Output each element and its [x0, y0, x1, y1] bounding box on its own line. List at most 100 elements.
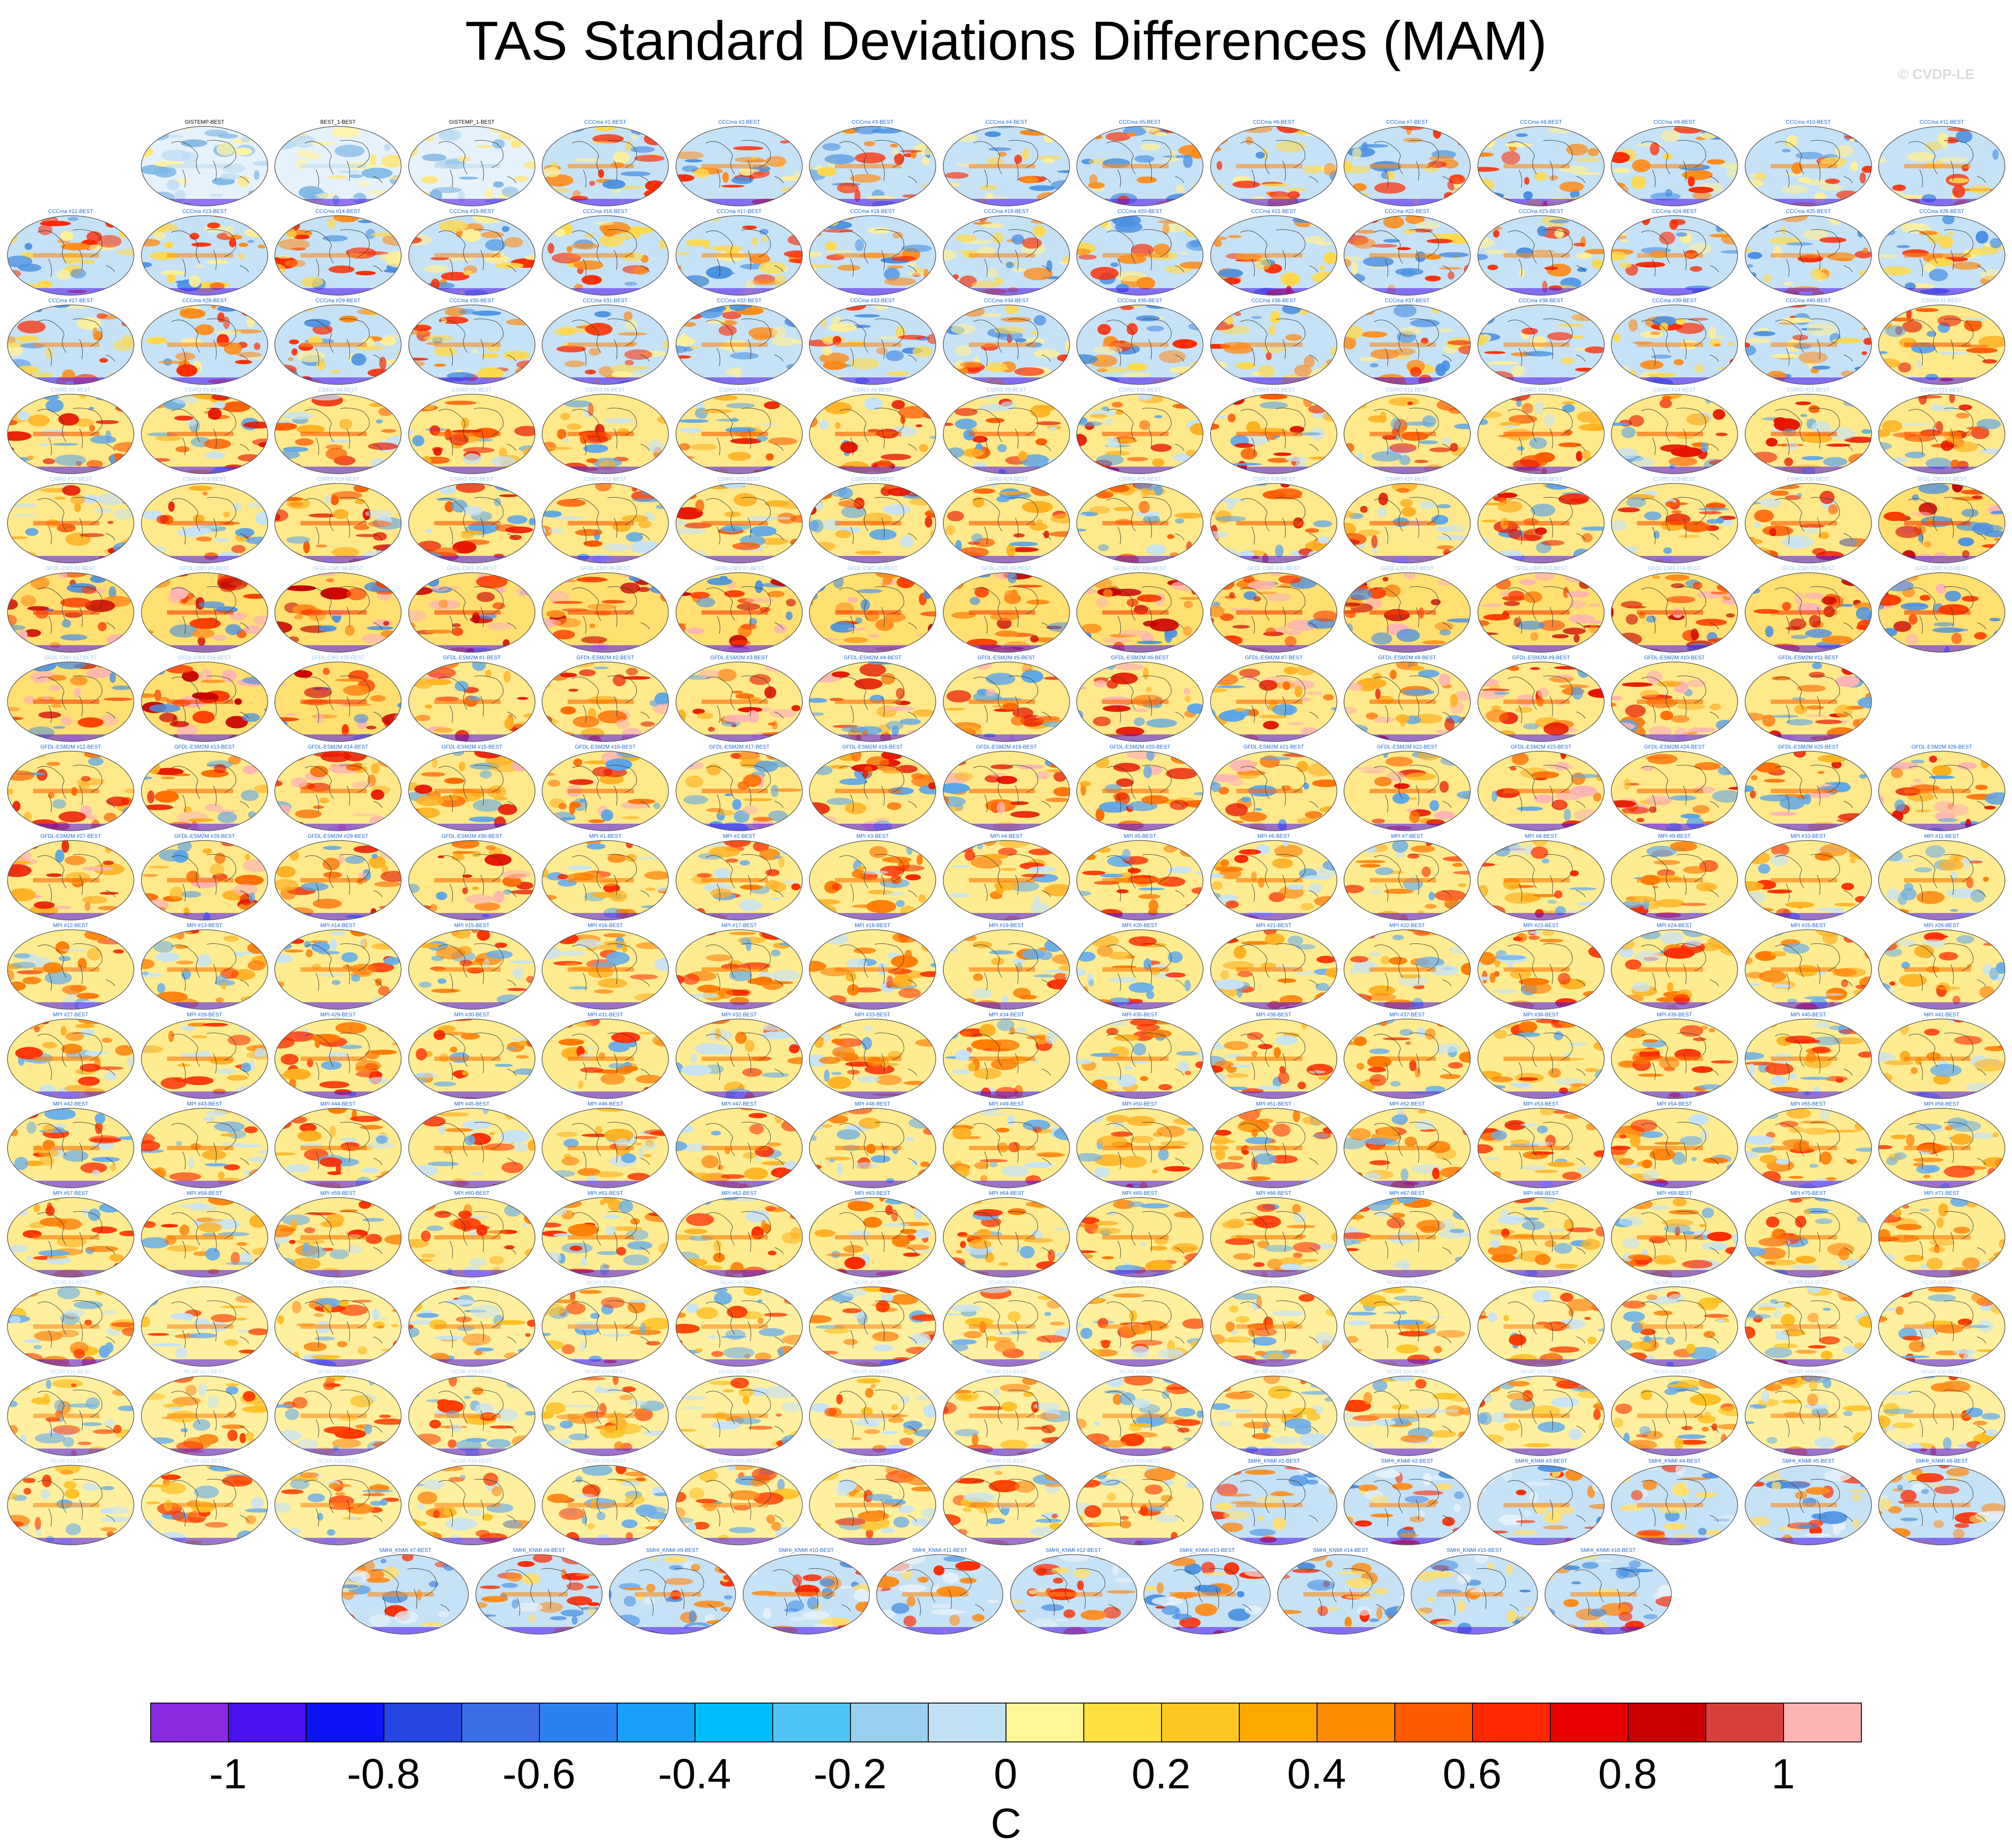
anomaly-patch [542, 546, 554, 552]
anomaly-patch [1543, 722, 1569, 736]
anomaly-patch [1808, 405, 1820, 413]
anomaly-patch [811, 373, 829, 380]
equatorial-band [1503, 432, 1570, 436]
anomaly-patch [1262, 490, 1286, 499]
anomaly-patch [1231, 463, 1262, 466]
anomaly-patch [1287, 191, 1300, 199]
anomaly-patch [542, 368, 549, 373]
anomaly-patch [847, 627, 867, 631]
anomaly-patch [1659, 322, 1668, 331]
equatorial-band [1637, 253, 1703, 258]
anomaly-patch [1484, 351, 1506, 354]
anomaly-patch [1798, 351, 1828, 364]
anomaly-patch [1559, 751, 1578, 753]
equatorial-band [167, 432, 233, 436]
anomaly-patch [735, 693, 755, 699]
anomaly-patch [1574, 172, 1601, 175]
anomaly-patch [881, 673, 895, 685]
anomaly-patch [822, 307, 829, 313]
anomaly-patch [1745, 290, 1757, 295]
anomaly-patch [441, 272, 470, 281]
globe-map [408, 572, 535, 653]
anomaly-patch [8, 888, 36, 901]
anomaly-patch [1815, 719, 1842, 724]
anomaly-patch [1953, 441, 1978, 452]
anomaly-patch [1146, 686, 1152, 693]
anomaly-patch [954, 345, 972, 356]
anomaly-patch [243, 593, 267, 599]
anomaly-patch [1613, 464, 1635, 468]
globe-outline [809, 126, 936, 206]
anomaly-patch [1670, 447, 1703, 457]
anomaly-patch [731, 176, 753, 184]
anomaly-patch [624, 349, 653, 360]
anomaly-patch [824, 402, 852, 414]
map-panel-title: GFDL-ESM2M #22-BEST [1377, 744, 1438, 750]
equatorial-band [434, 253, 501, 258]
anomaly-patch [1626, 497, 1646, 508]
anomaly-patch [151, 483, 162, 494]
anomaly-patch [1303, 557, 1336, 563]
anomaly-patch [1771, 354, 1800, 358]
anomaly-patch [288, 357, 294, 361]
anomaly-patch [95, 420, 119, 424]
anomaly-patch [557, 429, 567, 440]
globe-map [1344, 751, 1471, 831]
anomaly-patch [890, 144, 898, 148]
map-panel-title: GISTEMP-BEST [185, 119, 224, 125]
anomaly-patch [1720, 163, 1738, 169]
anomaly-patch [1211, 465, 1222, 474]
anomaly-patch [632, 498, 664, 502]
map-panel-title: GFDL-ESM2M #13-BEST [174, 744, 235, 750]
globe-map [809, 394, 936, 474]
anomaly-patch [1690, 628, 1699, 641]
anomaly-patch [1079, 781, 1091, 787]
anomaly-patch [1906, 152, 1935, 162]
anomaly-patch [884, 267, 900, 281]
anomaly-patch [1435, 730, 1449, 734]
anomaly-patch [1134, 717, 1145, 726]
anomaly-patch [1057, 170, 1070, 173]
anomaly-patch [1112, 589, 1142, 597]
anomaly-patch [84, 751, 104, 758]
globe-map [943, 304, 1070, 385]
anomaly-patch [1389, 669, 1397, 680]
anomaly-patch [146, 337, 167, 345]
anomaly-patch [1046, 820, 1063, 829]
anomaly-patch [505, 526, 533, 533]
map-panel: GFDL-ESM2M #1-BEST [408, 654, 536, 742]
map-panel: CSIRO #16-BEST [1878, 386, 2006, 475]
anomaly-patch [1826, 443, 1851, 447]
map-panel: CSIRO #30-BEST [1744, 475, 1872, 564]
anomaly-patch [1882, 420, 1902, 433]
anomaly-patch [150, 191, 175, 203]
anomaly-patch [655, 734, 664, 741]
globe-outline [676, 304, 803, 385]
map-panel-title: CCCma #34-BEST [984, 297, 1029, 304]
anomaly-patch [819, 419, 829, 430]
map-panel: CCCma #36-BEST [1210, 297, 1338, 385]
globe-map [1076, 304, 1203, 385]
map-panel-title: GFDL-ESM2M #23-BEST [1511, 744, 1572, 750]
anomaly-patch [1186, 541, 1192, 552]
anomaly-patch [972, 281, 998, 289]
globe-map [141, 126, 268, 206]
anomaly-patch [884, 277, 916, 286]
anomaly-patch [1495, 578, 1511, 590]
anomaly-patch [1437, 504, 1451, 509]
anomaly-patch [459, 308, 476, 315]
map-panel: CSIRO #3-BEST [140, 386, 269, 475]
anomaly-patch [1438, 673, 1451, 686]
anomaly-patch [1548, 127, 1573, 133]
anomaly-patch [919, 468, 933, 471]
coastline [1775, 318, 1853, 366]
anomaly-patch [108, 842, 134, 846]
anomaly-patch [911, 126, 933, 133]
globe-outline [943, 304, 1070, 385]
anomaly-patch [1038, 405, 1056, 411]
anomaly-patch [1698, 511, 1722, 515]
anomaly-patch [676, 216, 687, 220]
anomaly-patch [60, 597, 91, 608]
anomaly-patch [1808, 672, 1825, 678]
anomaly-patch [1038, 716, 1060, 721]
